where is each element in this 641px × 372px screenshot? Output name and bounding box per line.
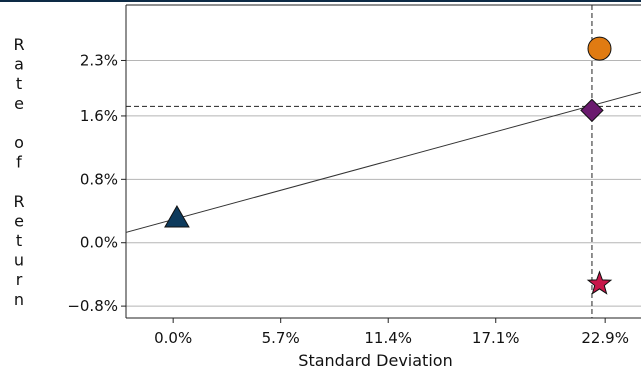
y-axis-title-char: R [13,35,24,54]
point-star [586,270,613,295]
y-tick-labels: −0.8% 0.0% 0.8% 1.6% 2.3% [67,51,118,315]
y-tick-label: −0.8% [67,297,118,315]
y-tick-label: 0.0% [80,234,118,252]
y-tick-label: 0.8% [80,170,118,188]
y-axis-title-char: f [16,153,22,172]
x-tick-label: 11.4% [364,329,412,347]
x-tick-label: 5.7% [262,329,300,347]
plot-area [125,5,641,318]
y-axis-title-char: t [16,231,22,250]
x-tick-label: 22.9% [581,329,629,347]
y-axis-title-char: u [14,251,24,270]
y-axis-title-char: R [13,192,24,211]
y-axis-title-char: n [14,290,24,309]
y-axis-title-char: e [14,211,24,230]
y-tick-label: 1.6% [80,107,118,125]
x-tick-labels: 0.0% 5.7% 11.4% 17.1% 22.9% [154,329,629,347]
y-axis-title-char: r [16,270,23,289]
point-triangle [164,204,190,228]
y-axis-title-char: e [14,94,24,113]
point-diamond [580,98,604,123]
point-circle [587,36,612,61]
y-axis-title-char: t [16,74,22,93]
trend-line [125,91,641,233]
y-axis-title-char: a [14,55,24,74]
x-axis-title: Standard Deviation [298,351,452,370]
y-axis-title-char: o [14,133,24,152]
x-tick-label: 0.0% [154,329,192,347]
x-tick-label: 17.1% [472,329,520,347]
y-tick-label: 2.3% [80,51,118,69]
